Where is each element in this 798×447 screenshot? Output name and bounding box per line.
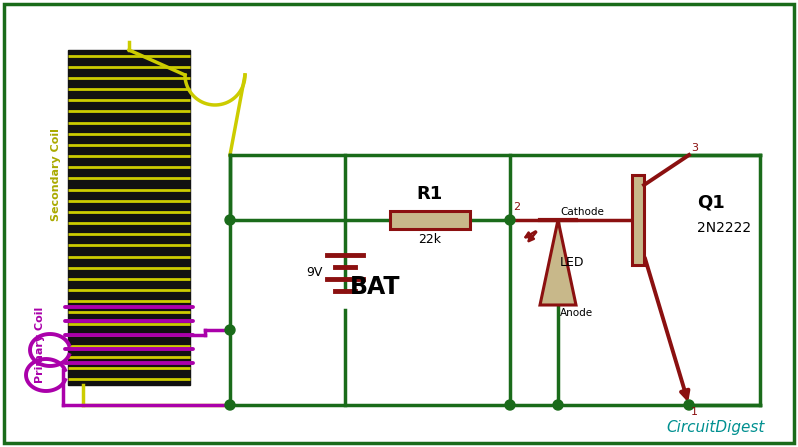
Text: Q1: Q1 xyxy=(697,193,725,211)
Circle shape xyxy=(225,215,235,225)
Text: 22k: 22k xyxy=(418,233,441,246)
Text: 3: 3 xyxy=(691,143,698,153)
Text: 1: 1 xyxy=(691,407,698,417)
Text: R1: R1 xyxy=(417,185,443,203)
Text: Anode: Anode xyxy=(560,308,593,318)
Text: 2N2222: 2N2222 xyxy=(697,221,751,235)
Text: LED: LED xyxy=(560,256,584,269)
Text: 9V: 9V xyxy=(306,266,323,279)
Circle shape xyxy=(505,215,515,225)
Text: CircuitDigest: CircuitDigest xyxy=(666,420,765,435)
Bar xyxy=(632,175,644,265)
Polygon shape xyxy=(540,220,576,305)
Circle shape xyxy=(225,400,235,410)
Text: Cathode: Cathode xyxy=(560,207,604,217)
Text: 2: 2 xyxy=(513,202,520,212)
Circle shape xyxy=(684,400,694,410)
Circle shape xyxy=(553,400,563,410)
Bar xyxy=(390,211,470,229)
Text: Primary Coil: Primary Coil xyxy=(35,307,45,383)
Circle shape xyxy=(225,325,235,335)
Text: BAT: BAT xyxy=(350,275,401,299)
Text: Secondary Coil: Secondary Coil xyxy=(51,129,61,221)
Circle shape xyxy=(505,400,515,410)
Bar xyxy=(68,50,190,385)
